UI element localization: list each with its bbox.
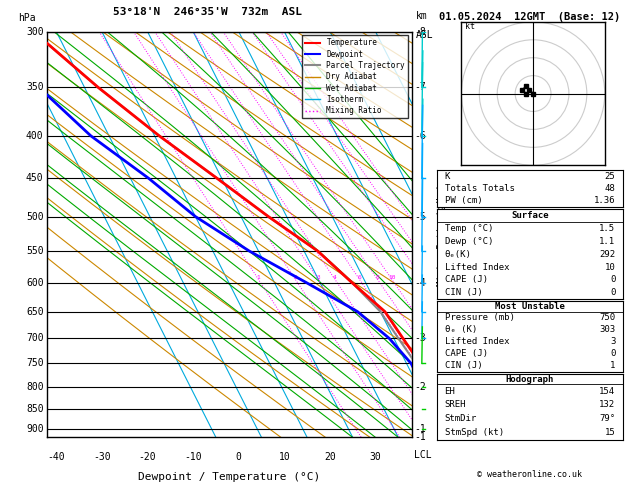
Text: θₑ (K): θₑ (K)	[445, 325, 477, 334]
Text: -10: -10	[184, 451, 202, 462]
Text: 6: 6	[358, 275, 362, 279]
Text: 30: 30	[370, 451, 381, 462]
Text: 01.05.2024  12GMT  (Base: 12): 01.05.2024 12GMT (Base: 12)	[439, 12, 621, 22]
Text: LCL: LCL	[414, 450, 431, 460]
Text: 303: 303	[599, 325, 615, 334]
Text: 900: 900	[26, 424, 43, 434]
Text: 3: 3	[316, 275, 320, 279]
Text: 10: 10	[604, 262, 615, 272]
Text: 15: 15	[604, 428, 615, 437]
Text: 0: 0	[236, 451, 242, 462]
Text: 400: 400	[26, 131, 43, 141]
Text: 750: 750	[26, 358, 43, 368]
Text: 4: 4	[333, 275, 337, 279]
Text: 850: 850	[26, 404, 43, 414]
Text: -8: -8	[414, 27, 426, 36]
Text: 3: 3	[610, 337, 615, 347]
Text: -40: -40	[47, 451, 65, 462]
Text: 600: 600	[26, 278, 43, 288]
Text: Hodograph: Hodograph	[506, 375, 554, 383]
Text: Dewpoint / Temperature (°C): Dewpoint / Temperature (°C)	[138, 472, 321, 482]
Text: 350: 350	[26, 83, 43, 92]
Text: 450: 450	[26, 174, 43, 183]
Text: Surface: Surface	[511, 211, 548, 220]
Text: Dewp (°C): Dewp (°C)	[445, 237, 493, 246]
Text: km: km	[416, 12, 427, 21]
Text: EH: EH	[445, 386, 455, 396]
Text: 1: 1	[610, 361, 615, 370]
Text: 53°18'N  246°35'W  732m  ASL: 53°18'N 246°35'W 732m ASL	[113, 7, 302, 17]
Text: PW (cm): PW (cm)	[445, 196, 482, 205]
Text: -3: -3	[414, 333, 426, 344]
Text: Totals Totals: Totals Totals	[445, 184, 515, 193]
Text: 300: 300	[26, 27, 43, 36]
Text: -20: -20	[138, 451, 157, 462]
Text: 0: 0	[610, 288, 615, 297]
Text: CAPE (J): CAPE (J)	[445, 275, 487, 284]
Text: CIN (J): CIN (J)	[445, 361, 482, 370]
Text: 1.36: 1.36	[594, 196, 615, 205]
Text: 750: 750	[599, 313, 615, 322]
Text: Pressure (mb): Pressure (mb)	[445, 313, 515, 322]
Text: θₑ(K): θₑ(K)	[445, 250, 472, 259]
Text: Lifted Index: Lifted Index	[445, 337, 509, 347]
Text: 48: 48	[604, 184, 615, 193]
Text: 650: 650	[26, 307, 43, 316]
Text: 0: 0	[610, 275, 615, 284]
Text: CAPE (J): CAPE (J)	[445, 349, 487, 358]
Text: Temp (°C): Temp (°C)	[445, 225, 493, 233]
Legend: Temperature, Dewpoint, Parcel Trajectory, Dry Adiabat, Wet Adiabat, Isotherm, Mi: Temperature, Dewpoint, Parcel Trajectory…	[302, 35, 408, 118]
Text: 79°: 79°	[599, 415, 615, 423]
Text: -4: -4	[414, 278, 426, 288]
Text: 20: 20	[324, 451, 336, 462]
Text: 800: 800	[26, 382, 43, 392]
Text: ASL: ASL	[416, 30, 433, 39]
Text: -30: -30	[93, 451, 111, 462]
Text: hPa: hPa	[18, 14, 36, 23]
Text: Mixing Ratio (g/kg): Mixing Ratio (g/kg)	[437, 183, 446, 286]
Text: 1.5: 1.5	[599, 225, 615, 233]
Text: Most Unstable: Most Unstable	[495, 302, 565, 311]
Text: -6: -6	[414, 131, 426, 141]
Text: kt: kt	[465, 22, 475, 31]
Text: 1: 1	[257, 275, 260, 279]
Text: 550: 550	[26, 246, 43, 256]
Text: CIN (J): CIN (J)	[445, 288, 482, 297]
Text: 292: 292	[599, 250, 615, 259]
Text: 154: 154	[599, 386, 615, 396]
Text: StmSpd (kt): StmSpd (kt)	[445, 428, 504, 437]
Text: 700: 700	[26, 333, 43, 344]
Text: -1: -1	[414, 424, 426, 434]
Text: Lifted Index: Lifted Index	[445, 262, 509, 272]
Text: StmDir: StmDir	[445, 415, 477, 423]
Text: -5: -5	[414, 211, 426, 222]
Text: 2: 2	[294, 275, 298, 279]
Text: © weatheronline.co.uk: © weatheronline.co.uk	[477, 469, 582, 479]
Text: 10: 10	[279, 451, 290, 462]
Text: 132: 132	[599, 400, 615, 410]
Text: 25: 25	[604, 172, 615, 181]
Text: -7: -7	[414, 83, 426, 92]
Text: -2: -2	[414, 382, 426, 392]
Text: 8: 8	[376, 275, 379, 279]
Text: K: K	[445, 172, 450, 181]
Text: 1.1: 1.1	[599, 237, 615, 246]
Text: SREH: SREH	[445, 400, 466, 410]
Text: 10: 10	[388, 275, 396, 279]
Text: -1: -1	[414, 433, 426, 442]
Text: 0: 0	[610, 349, 615, 358]
Text: 500: 500	[26, 211, 43, 222]
